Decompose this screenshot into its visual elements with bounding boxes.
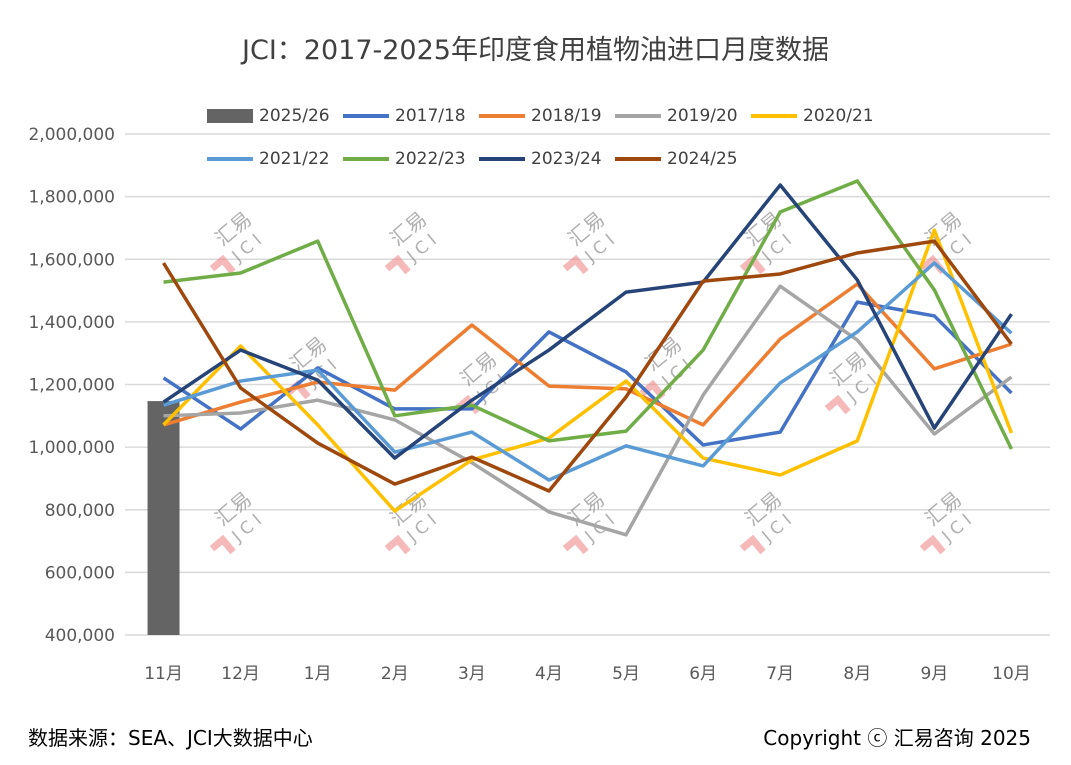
y-tick-label: 1,200,000 [28,376,115,396]
legend-label: 2024/25 [667,149,738,169]
copyright-note: Copyright ⓒ 汇易咨询 2025 [763,726,1031,750]
x-tick-label: 5月 [612,664,640,684]
watermark-logo: 汇易 JCI [384,487,445,555]
legend-swatch [207,157,253,161]
legend-swatch [343,157,389,161]
x-tick-label: 9月 [920,664,948,684]
legend-item: 2024/25 [615,149,738,169]
x-tick-label: 10月 [992,664,1031,684]
legend-swatch [479,114,525,118]
y-tick-label: 1,400,000 [28,313,115,333]
legend-item: 2022/23 [343,149,466,169]
series-line-2022/23 [163,179,1014,450]
y-tick-label: 1,800,000 [28,188,115,208]
legend-item: 2018/19 [479,106,602,126]
legend-swatch [479,157,525,161]
series-line-2021/22 [163,261,1013,482]
y-tick-label: 400,000 [45,626,115,646]
x-tick-label: 12月 [221,664,260,684]
x-tick-label: 7月 [766,664,794,684]
legend-label: 2018/19 [531,106,602,126]
watermark-logo: 汇易 JCI [919,487,980,555]
x-tick-label: 8月 [843,664,871,684]
legend-item: 2019/20 [615,106,738,126]
watermark-logo: 汇易 JCI [384,207,445,275]
legend-swatch [615,157,661,161]
legend-label: 2022/23 [395,149,466,169]
x-tick-label: 6月 [689,664,717,684]
source-note: 数据来源：SEA、JCI大数据中心 [28,726,313,750]
y-tick-label: 2,000,000 [28,125,115,145]
series-line-2024/25 [162,239,1013,493]
watermark-logo: 汇易 JCI [209,487,270,555]
legend-label: 2023/24 [531,149,602,169]
watermark-logo: 汇易 JCI [209,207,270,275]
legend-item: 2021/22 [207,149,330,169]
y-tick-label: 600,000 [45,563,115,583]
legend-label: 2019/20 [667,106,738,126]
legend-label: 2017/18 [395,106,466,126]
y-tick-label: 800,000 [45,501,115,521]
watermark-logo: 汇易 JCI [562,207,623,275]
legend-swatch [343,114,389,118]
y-tick-label: 1,600,000 [28,250,115,270]
series-line-2018/19 [163,282,1012,427]
y-tick-label: 1,000,000 [28,438,115,458]
x-tick-label: 4月 [535,664,563,684]
legend-item: 2020/21 [751,106,874,126]
legend-swatch [207,109,253,123]
legend-label: 2025/26 [259,106,330,126]
legend-swatch [751,114,797,118]
legend-swatch [615,114,661,118]
x-tick-label: 1月 [304,664,332,684]
legend-item: 2025/26 [207,106,330,126]
series-line-2019/20 [163,284,1013,537]
chart-title: JCI：2017-2025年印度食用植物油进口月度数据 [242,35,829,66]
series-line-2023/24 [162,183,1013,460]
watermark-logo: 汇易 JCI [739,487,800,555]
series-line-2020/21 [162,228,1014,513]
legend-item: 2023/24 [479,149,602,169]
legend-label: 2020/21 [803,106,874,126]
x-tick-label: 2月 [381,664,409,684]
bar-2025/26 [147,401,180,635]
legend-label: 2021/22 [259,149,330,169]
legend-item: 2017/18 [343,106,466,126]
x-tick-label: 11月 [144,664,183,684]
x-tick-label: 3月 [458,664,486,684]
